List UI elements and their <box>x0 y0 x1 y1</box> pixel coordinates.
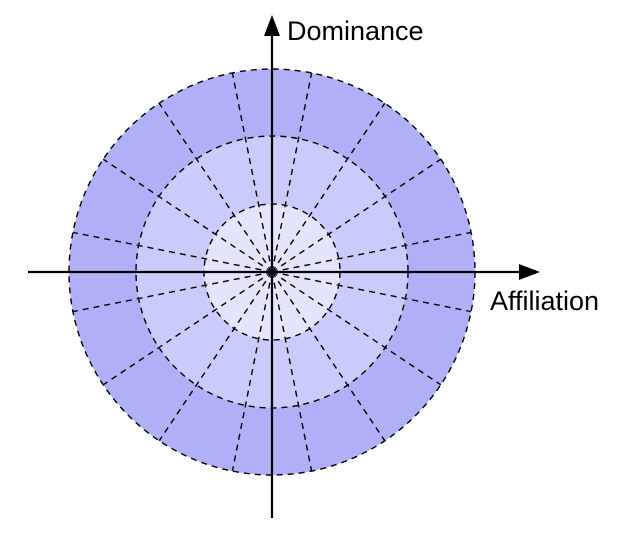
y-axis-label: Dominance <box>287 16 424 46</box>
sector-dividers <box>72 72 472 472</box>
x-axis-label: Affiliation <box>490 286 599 316</box>
sector-divider-line <box>271 271 472 313</box>
sector-divider-line <box>72 271 273 313</box>
sector-divider-line <box>231 271 273 472</box>
sector-divider-line <box>271 102 386 273</box>
sector-divider-line <box>158 102 273 273</box>
sector-divider-line <box>231 72 273 273</box>
sector-divider-line <box>158 271 273 442</box>
axes <box>28 15 540 518</box>
sector-divider-line <box>271 72 313 273</box>
sector-divider-line <box>271 271 386 442</box>
x-axis-arrow-icon <box>519 264 540 280</box>
sector-divider-line <box>102 158 273 273</box>
sector-divider-line <box>271 271 442 386</box>
sector-divider-line <box>271 231 472 273</box>
sector-divider-line <box>72 231 273 273</box>
sector-divider-line <box>271 271 313 472</box>
sector-divider-line <box>102 271 273 386</box>
y-axis-arrow-icon <box>264 15 280 36</box>
sector-divider-line <box>271 158 442 273</box>
